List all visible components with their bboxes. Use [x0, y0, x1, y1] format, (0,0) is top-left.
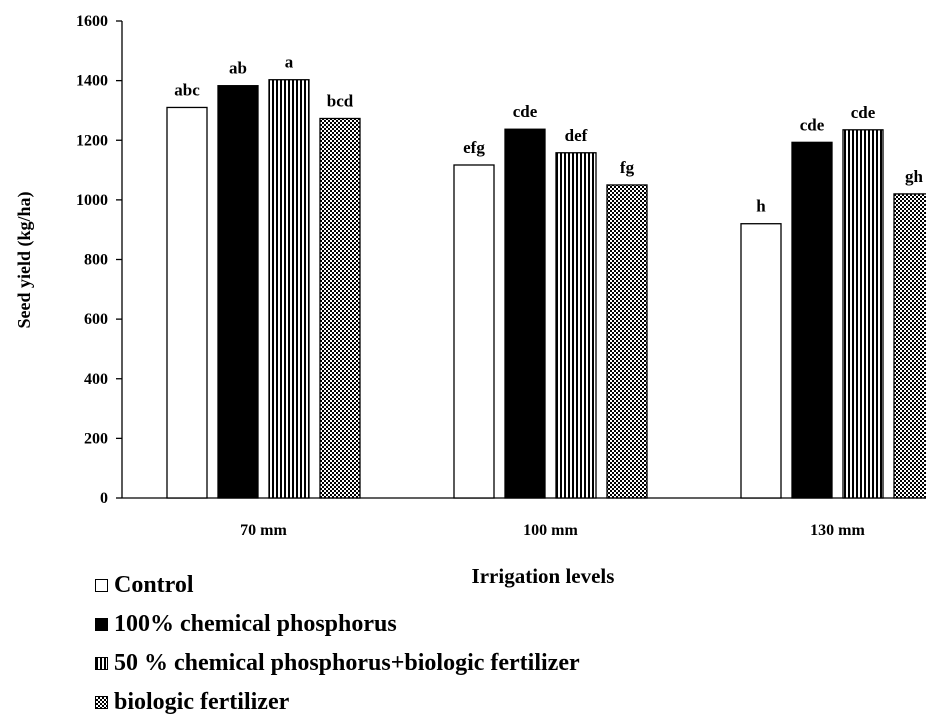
bar — [606, 184, 648, 499]
bar — [555, 152, 597, 499]
bar-value-label: cde — [800, 115, 825, 134]
bars — [166, 79, 926, 499]
y-tick-label: 1600 — [76, 13, 108, 30]
bar — [504, 128, 546, 499]
bar-value-label: abc — [174, 80, 200, 99]
legend-swatch-checker — [95, 696, 108, 709]
bar-value-label: cde — [851, 103, 876, 122]
data-labels: abc ab a bcd efg cde def fg h cde cde gh — [174, 53, 923, 216]
y-tick-label: 1200 — [76, 132, 108, 149]
bar-chart: 0 200 400 600 800 1000 1200 1400 1600 70 mm 100 mm… — [14, 13, 926, 588]
bar — [893, 193, 926, 499]
legend-label: 50 % chemical phosphorus+biologic fertil… — [114, 650, 580, 676]
legend-swatch-black — [95, 618, 108, 631]
bar-value-label: gh — [905, 167, 924, 186]
x-axis-title: Irrigation levels — [472, 564, 615, 588]
x-tick-label: 100 mm — [523, 522, 578, 539]
y-tick-label: 800 — [84, 252, 108, 269]
y-axis-title: Seed yield (kg/ha) — [14, 191, 35, 328]
legend-item-control: Control — [95, 566, 580, 605]
y-tick-label: 200 — [84, 430, 108, 447]
y-tick-label: 600 — [84, 311, 108, 328]
x-tick-label: 130 mm — [810, 522, 865, 539]
bar — [268, 79, 310, 499]
bar-value-label: h — [756, 197, 766, 216]
y-tick-label: 1000 — [76, 192, 108, 209]
x-tick-label: 70 mm — [240, 522, 287, 539]
bar — [453, 164, 495, 499]
bar-value-label: fg — [620, 158, 635, 177]
bar — [740, 223, 782, 499]
bar — [166, 106, 208, 499]
bar-value-label: bcd — [327, 91, 354, 110]
bar — [842, 129, 884, 499]
bar — [217, 85, 259, 499]
legend-label: 100% chemical phosphorus — [114, 611, 397, 637]
legend-label: Control — [114, 572, 194, 598]
legend-label: biologic fertilizer — [114, 689, 290, 715]
legend-item-biologic-fertilizer: biologic fertilizer — [95, 683, 580, 722]
bar — [791, 141, 833, 499]
y-tick-label: 0 — [100, 490, 108, 507]
bar-value-label: cde — [513, 102, 538, 121]
y-tick-label: 400 — [84, 371, 108, 388]
axes: 0 200 400 600 800 1000 1200 1400 1600 70 mm 100 mm… — [76, 13, 926, 539]
y-tick-label: 1400 — [76, 73, 108, 90]
bar-value-label: a — [285, 53, 294, 72]
bar-value-label: def — [565, 126, 588, 145]
legend-swatch-white — [95, 579, 108, 592]
legend-item-half-chemical-plus-biologic: 50 % chemical phosphorus+biologic fertil… — [95, 644, 580, 683]
bar-value-label: efg — [463, 138, 485, 157]
legend: Control 100% chemical phosphorus 50 % ch… — [95, 566, 580, 722]
legend-swatch-stripes — [95, 657, 108, 670]
bar — [319, 117, 361, 499]
bar-value-label: ab — [229, 59, 247, 78]
legend-item-chemical-phosphorus: 100% chemical phosphorus — [95, 605, 580, 644]
